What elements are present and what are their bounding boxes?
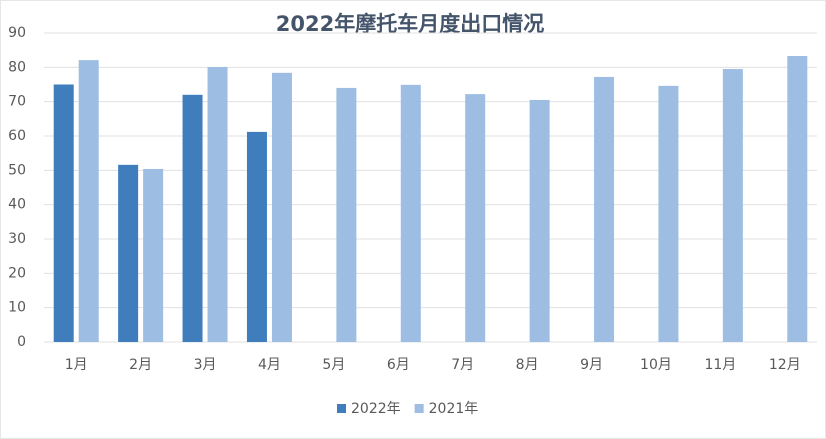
bar [53, 84, 74, 342]
x-tick-label: 1月 [65, 357, 88, 373]
y-tick-label: 60 [8, 128, 26, 144]
bar [246, 131, 267, 342]
bar [336, 87, 357, 342]
bar [787, 56, 808, 343]
y-tick-label: 20 [8, 265, 26, 281]
x-tick-label: 2月 [129, 357, 152, 373]
legend-label: 2022年 [351, 401, 401, 417]
bar [529, 99, 550, 342]
legend-label: 2021年 [429, 401, 479, 417]
y-tick-label: 30 [8, 231, 26, 247]
y-tick-label: 90 [8, 25, 26, 41]
bar [400, 84, 421, 343]
x-tick-label: 11月 [704, 357, 736, 373]
y-tick-label: 40 [8, 197, 26, 213]
x-tick-label: 8月 [516, 357, 539, 373]
x-tick-label: 10月 [640, 357, 672, 373]
y-tick-label: 80 [8, 59, 26, 75]
bar [465, 94, 486, 342]
y-tick-label: 50 [8, 162, 26, 178]
y-tick-label: 70 [8, 94, 26, 110]
x-tick-label: 3月 [194, 357, 217, 373]
x-tick-label: 6月 [387, 357, 410, 373]
bar [207, 66, 228, 343]
bar [594, 76, 615, 343]
bar [722, 69, 743, 343]
x-tick-label: 12月 [769, 357, 801, 373]
bar [118, 164, 139, 342]
x-tick-label: 4月 [258, 357, 281, 373]
bar [182, 94, 203, 342]
bar [78, 60, 99, 343]
x-tick-label: 7月 [451, 357, 474, 373]
legend-swatch [337, 404, 346, 413]
bar [143, 168, 164, 342]
y-tick-label: 10 [8, 300, 26, 316]
legend-swatch [414, 404, 424, 413]
x-tick-label: 5月 [322, 357, 345, 373]
y-tick-label: 0 [17, 334, 26, 350]
bar [658, 85, 679, 342]
x-tick-label: 9月 [580, 357, 603, 373]
bar [271, 72, 292, 343]
chart-title: 2022年摩托车月度出口情况 [276, 12, 544, 36]
